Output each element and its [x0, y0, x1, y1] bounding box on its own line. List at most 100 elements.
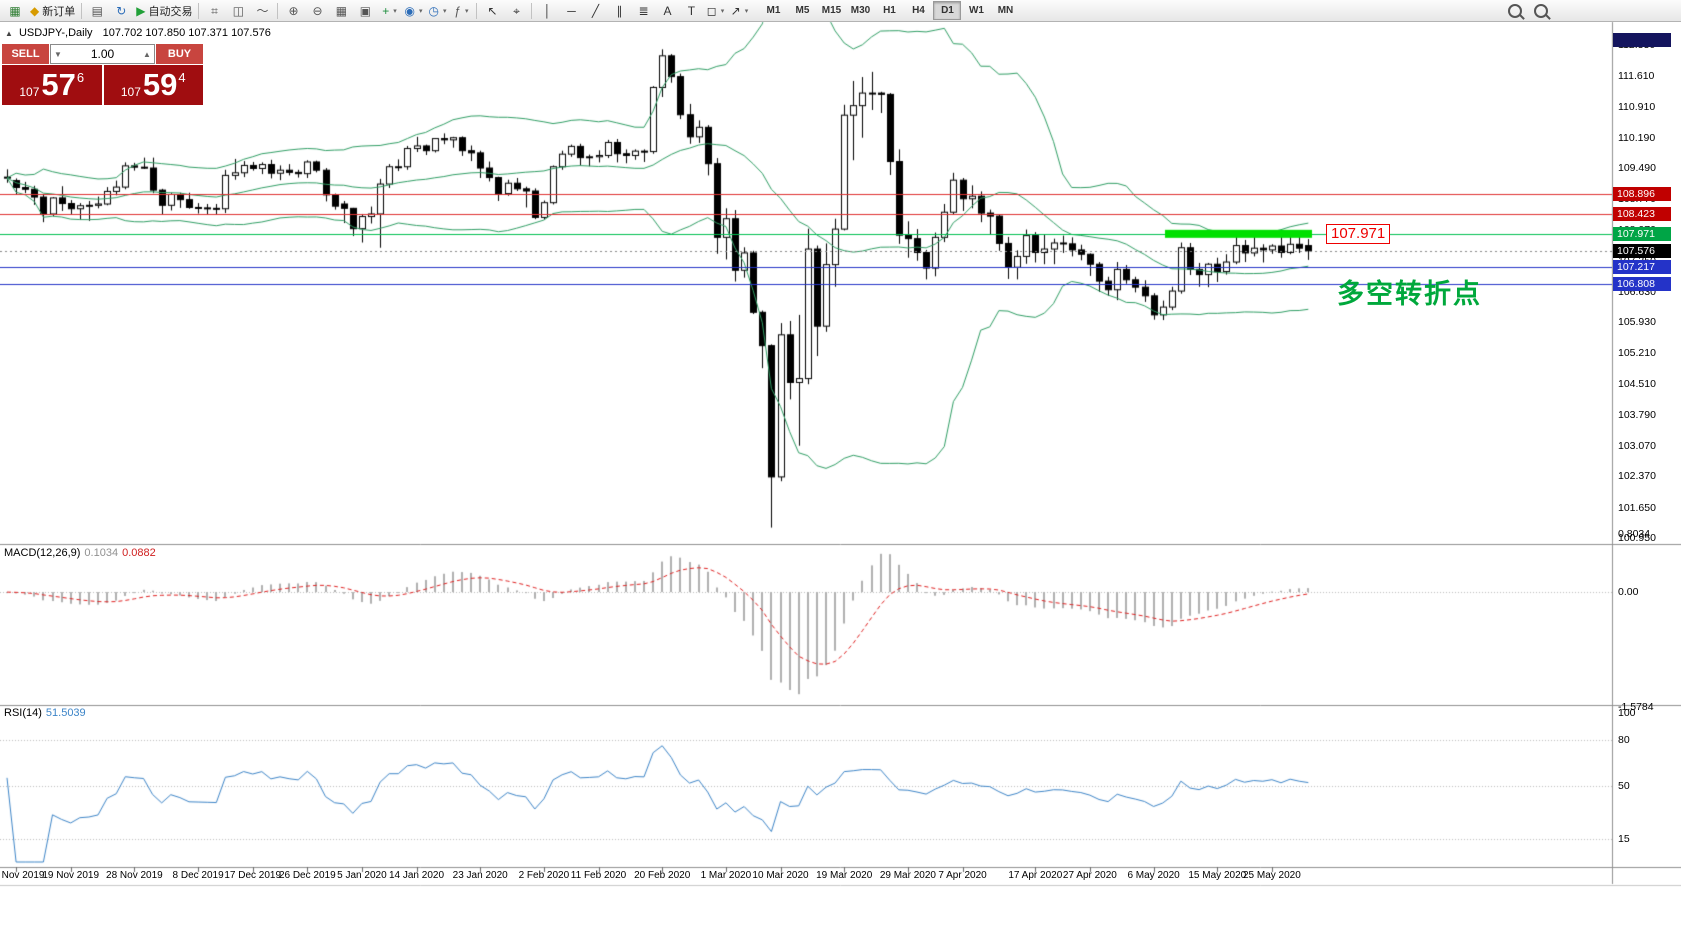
arrows-icon[interactable]: ↗ ▾ — [727, 1, 751, 21]
text-icon[interactable]: A — [655, 1, 679, 21]
autotrading-button[interactable]: ▶ 自动交易 — [133, 1, 195, 21]
buy-price-display[interactable]: 107 59 4 — [103, 65, 203, 105]
shapes-icon[interactable]: ◻ ▾ — [703, 1, 727, 21]
date-label: 19 Mar 2020 — [816, 870, 873, 881]
line-chart-icon[interactable]: ～ — [250, 1, 274, 21]
rsi-axis-label: 80 — [1618, 733, 1630, 746]
price-level-tag: 106.808 — [1613, 277, 1671, 292]
price-level-tag: 108.896 — [1613, 186, 1671, 201]
crosshair-icon[interactable]: ⌖ — [504, 1, 528, 21]
price-axis-label: 109.490 — [1618, 162, 1656, 175]
macd-indicator-label: MACD(12,26,9) 0.1034 0.0882 — [4, 547, 156, 559]
timeframe-h4[interactable]: H4 — [912, 5, 925, 16]
horizontal-line-icon[interactable]: ─ — [559, 1, 583, 21]
volume-stepper: ▼ ▲ — [50, 44, 155, 64]
toolbar-separator — [531, 2, 533, 19]
volume-up-icon[interactable]: ▲ — [143, 49, 151, 59]
date-label: 10 Mar 2020 — [752, 870, 809, 881]
price-axis-label: 103.070 — [1618, 440, 1656, 453]
horizontal-line-icon-glyph: ─ — [567, 3, 576, 18]
timeframe-mn[interactable]: MN — [997, 5, 1014, 16]
indicators-icon[interactable]: ƒ ▾ — [449, 1, 473, 21]
timeframe-m1[interactable]: M1 — [766, 5, 781, 16]
date-label: 11 Feb 2020 — [570, 870, 627, 881]
trendline-icon[interactable]: ╱ — [583, 1, 607, 21]
timeframe-m15[interactable]: M15 — [821, 5, 842, 16]
market-watch-icon[interactable]: ▤ — [85, 1, 109, 21]
profiles-icon-glyph: ◉ — [404, 3, 415, 18]
date-label: 19 Nov 2019 — [42, 870, 100, 881]
price-axis-label: 105.210 — [1618, 347, 1656, 360]
timeframe-w1[interactable]: W1 — [968, 5, 984, 16]
line-chart-icon-glyph: ～ — [256, 3, 269, 18]
dropdown-caret-icon: ▾ — [393, 7, 397, 15]
timeframe-m5[interactable]: M5 — [795, 5, 810, 16]
new-order-button-label: 新订单 — [42, 5, 76, 18]
sell-price-sup: 6 — [76, 70, 85, 85]
chart-window-icon[interactable]: ▦ — [3, 1, 27, 21]
date-label: 8 Dec 2019 — [172, 870, 224, 881]
period-icon[interactable]: ◷ ▾ — [425, 1, 449, 21]
date-label: 2 Feb 2020 — [518, 870, 570, 881]
date-label: 27 Apr 2020 — [1062, 870, 1117, 881]
vertical-line-icon[interactable]: │ — [535, 1, 559, 21]
fibonacci-icon[interactable]: ≣ — [631, 1, 655, 21]
new-order-icon: ◆ — [30, 3, 40, 18]
timeframe-d1[interactable]: D1 — [933, 1, 962, 20]
autotrading-icon: ▶ — [136, 3, 146, 18]
price-level-tag: 107.971 — [1613, 226, 1671, 241]
date-label: 17 Apr 2020 — [1008, 870, 1063, 881]
bar-chart-icon[interactable]: ⌗ — [202, 1, 226, 21]
price-axis[interactable]: 112.330111.610110.910110.190109.490108.7… — [1613, 0, 1681, 945]
crosshair-icon-glyph: ⌖ — [513, 3, 520, 18]
rsi-axis-label: 50 — [1618, 779, 1630, 792]
macd-signal-value: 0.0882 — [122, 547, 156, 559]
candlestick-chart-icon-glyph: ◫ — [232, 3, 245, 18]
search-zoom-out-icon[interactable] — [1534, 4, 1548, 18]
price-axis-label: 104.510 — [1618, 377, 1656, 390]
buy-button[interactable]: BUY — [156, 44, 203, 64]
zoom-in-icon[interactable]: ⊕ — [281, 1, 305, 21]
macd-name: MACD(12,26,9) — [4, 547, 81, 559]
toolbar-separator — [476, 2, 478, 19]
symbol-label: ▲ USDJPY-,Daily 107.702 107.850 107.371 … — [5, 27, 271, 39]
search-zoom-in-icon[interactable] — [1508, 4, 1522, 18]
cascade-windows-icon[interactable]: ▣ — [353, 1, 377, 21]
date-label: 10 Nov 2019 — [0, 870, 45, 881]
date-label: 29 Mar 2020 — [879, 870, 936, 881]
price-axis-label: 111.610 — [1618, 70, 1655, 83]
new-order-button[interactable]: ◆ 新订单 — [27, 1, 78, 21]
channel-icon[interactable]: ∥ — [607, 1, 631, 21]
dropdown-caret-icon: ▾ — [442, 7, 447, 15]
toolbar-separator — [198, 2, 200, 19]
cursor-icon[interactable]: ↖ — [480, 1, 504, 21]
zoom-out-icon[interactable]: ⊖ — [305, 1, 329, 21]
arrows-icon-glyph: ↗ — [730, 3, 741, 18]
channel-icon-glyph: ∥ — [616, 3, 623, 18]
tile-windows-icon[interactable]: ▦ — [329, 1, 353, 21]
macd-main-value: 0.1034 — [84, 547, 119, 559]
timeframe-h1[interactable]: H1 — [883, 5, 896, 16]
volume-input[interactable] — [65, 46, 140, 62]
tile-windows-icon-glyph: ▦ — [335, 3, 348, 18]
rsi-axis-label: 15 — [1618, 833, 1630, 846]
bar-chart-icon-glyph: ⌗ — [211, 3, 218, 18]
label-icon[interactable]: T — [679, 1, 703, 21]
toolbar: ▦ ◆ 新订单 ▤ ↻ ▶ 自动交易 ⌗ ◫ ～ ⊕ ⊖ ▦ ▣ + ▾ ◉ ▾ ◷ ▾ ƒ ▾ ↖ ⌖ │ ─ ╱ ∥ ≣ A T ◻ ▾ ↗ ▾… — [0, 0, 1681, 22]
volume-down-icon[interactable]: ▼ — [54, 49, 62, 59]
price-axis-label: 105.930 — [1618, 316, 1656, 329]
sell-button[interactable]: SELL — [2, 44, 49, 64]
refresh-icon[interactable]: ↻ — [109, 1, 133, 21]
zoom-out-icon-glyph: ⊖ — [312, 3, 323, 18]
sell-price-display[interactable]: 107 57 6 — [2, 65, 102, 105]
profiles-icon[interactable]: ◉ ▾ — [401, 1, 425, 21]
candlestick-chart-icon[interactable]: ◫ — [226, 1, 250, 21]
price-axis-label: 100.950 — [1618, 531, 1656, 544]
date-label: 7 Apr 2020 — [938, 870, 987, 881]
new-chart-icon[interactable]: + ▾ — [377, 1, 401, 21]
timeframe-m30[interactable]: M30 — [850, 5, 871, 16]
cascade-windows-icon-glyph: ▣ — [359, 3, 372, 18]
rsi-value: 51.5039 — [45, 707, 86, 719]
